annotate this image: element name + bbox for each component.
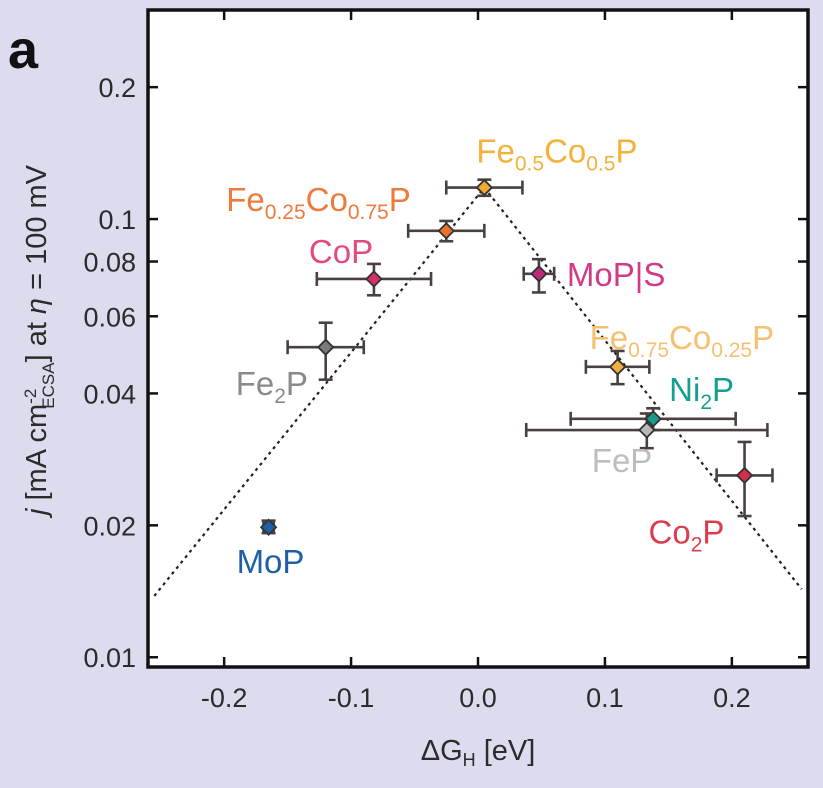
data-point-marker (316, 338, 335, 356)
label-segment: Co (669, 319, 711, 356)
label-segment: P (702, 513, 724, 550)
point-labels: MoPFe2PCoPFe0.25Co0.75PFe0.5Co0.5PMoP|SF… (226, 133, 774, 581)
label-segment: Ni (669, 371, 700, 408)
point-label: Fe0.75Co0.25P (590, 319, 774, 362)
point-label: Ni2P (669, 371, 734, 414)
point-label: FeP (592, 442, 653, 479)
label-segment: Co (649, 513, 691, 550)
label-subscript: 0.25 (265, 201, 306, 224)
y-axis-post: = 100 mV (21, 164, 53, 298)
label-segment: P (389, 181, 411, 218)
label-segment: Co (306, 181, 348, 218)
data-point-marker (530, 265, 548, 283)
y-axis-eta: η (21, 298, 53, 314)
x-axis-unit: [eV] (476, 735, 536, 767)
point-label: MoP|S (567, 256, 665, 293)
x-axis-title: ΔGH [eV] (421, 735, 536, 770)
x-axis-subscript: H (463, 750, 476, 770)
point-label: Fe0.5Co0.5P (476, 133, 637, 176)
y-axis-sub: ECSA (39, 362, 58, 409)
panel-label: a (8, 20, 39, 80)
label-segment: P (615, 133, 637, 170)
label-subscript: 0.5 (515, 153, 544, 176)
label-segment: P (752, 319, 774, 356)
y-tick-label: 0.02 (83, 511, 136, 541)
label-subscript: 2 (691, 533, 703, 556)
y-tick-label: 0.06 (83, 302, 136, 332)
point-label: CoP (309, 233, 373, 270)
label-subscript: 0.75 (348, 201, 389, 224)
data-point-marker (638, 421, 656, 439)
label-segment: P (712, 371, 734, 408)
point-label: Co2P (649, 513, 725, 556)
x-tick-label: 0.0 (459, 683, 497, 713)
y-tick-label: 0.1 (98, 205, 136, 235)
x-tick-label: 0.1 (586, 683, 624, 713)
label-subscript: 2 (700, 391, 712, 414)
label-subscript: 0.5 (586, 153, 615, 176)
y-tick-label: 0.04 (83, 379, 136, 409)
y-tick-label: 0.08 (83, 248, 136, 278)
label-subscript: 2 (274, 385, 286, 408)
x-tick-label: -0.1 (328, 683, 375, 713)
tick-marks (148, 10, 808, 667)
y-axis-pre: [mA cm (21, 404, 53, 509)
x-axis-symbol: ΔG (421, 735, 463, 767)
data-point-marker (365, 270, 383, 288)
label-segment: Fe (590, 319, 629, 356)
label-subscript: 0.25 (711, 339, 752, 362)
y-tick-label: 0.2 (98, 73, 136, 103)
data-points (259, 178, 754, 537)
y-axis-sup: -2 (21, 389, 40, 404)
y-tick-label: 0.01 (83, 643, 136, 673)
y-axis-title: j [mA cm-2ECSA] at η = 100 mV (21, 164, 58, 519)
point-label: MoP (237, 543, 305, 580)
y-axis-mid: ] at (21, 314, 53, 362)
data-point-marker (437, 222, 456, 240)
data-point-marker (735, 466, 754, 485)
label-segment: Co (544, 133, 586, 170)
point-label: Fe2P (236, 365, 308, 408)
point-label: Fe0.25Co0.75P (226, 181, 410, 224)
x-tick-label: 0.2 (713, 683, 751, 713)
plot-area (146, 8, 810, 669)
data-point-marker (475, 178, 494, 197)
label-segment: P (286, 365, 308, 402)
data-point-marker (608, 358, 627, 376)
data-point-marker (259, 518, 278, 537)
data-point-marker (644, 410, 662, 428)
label-segment: Fe (476, 133, 515, 170)
label-segment: Fe (226, 181, 265, 218)
y-tick-labels: 0.01 0.02 0.04 0.06 0.08 0.1 0.2 (83, 73, 136, 673)
x-tick-label: -0.2 (201, 683, 248, 713)
x-tick-labels: -0.2 -0.1 0.0 0.1 0.2 (201, 683, 751, 713)
label-subscript: 0.75 (628, 339, 669, 362)
